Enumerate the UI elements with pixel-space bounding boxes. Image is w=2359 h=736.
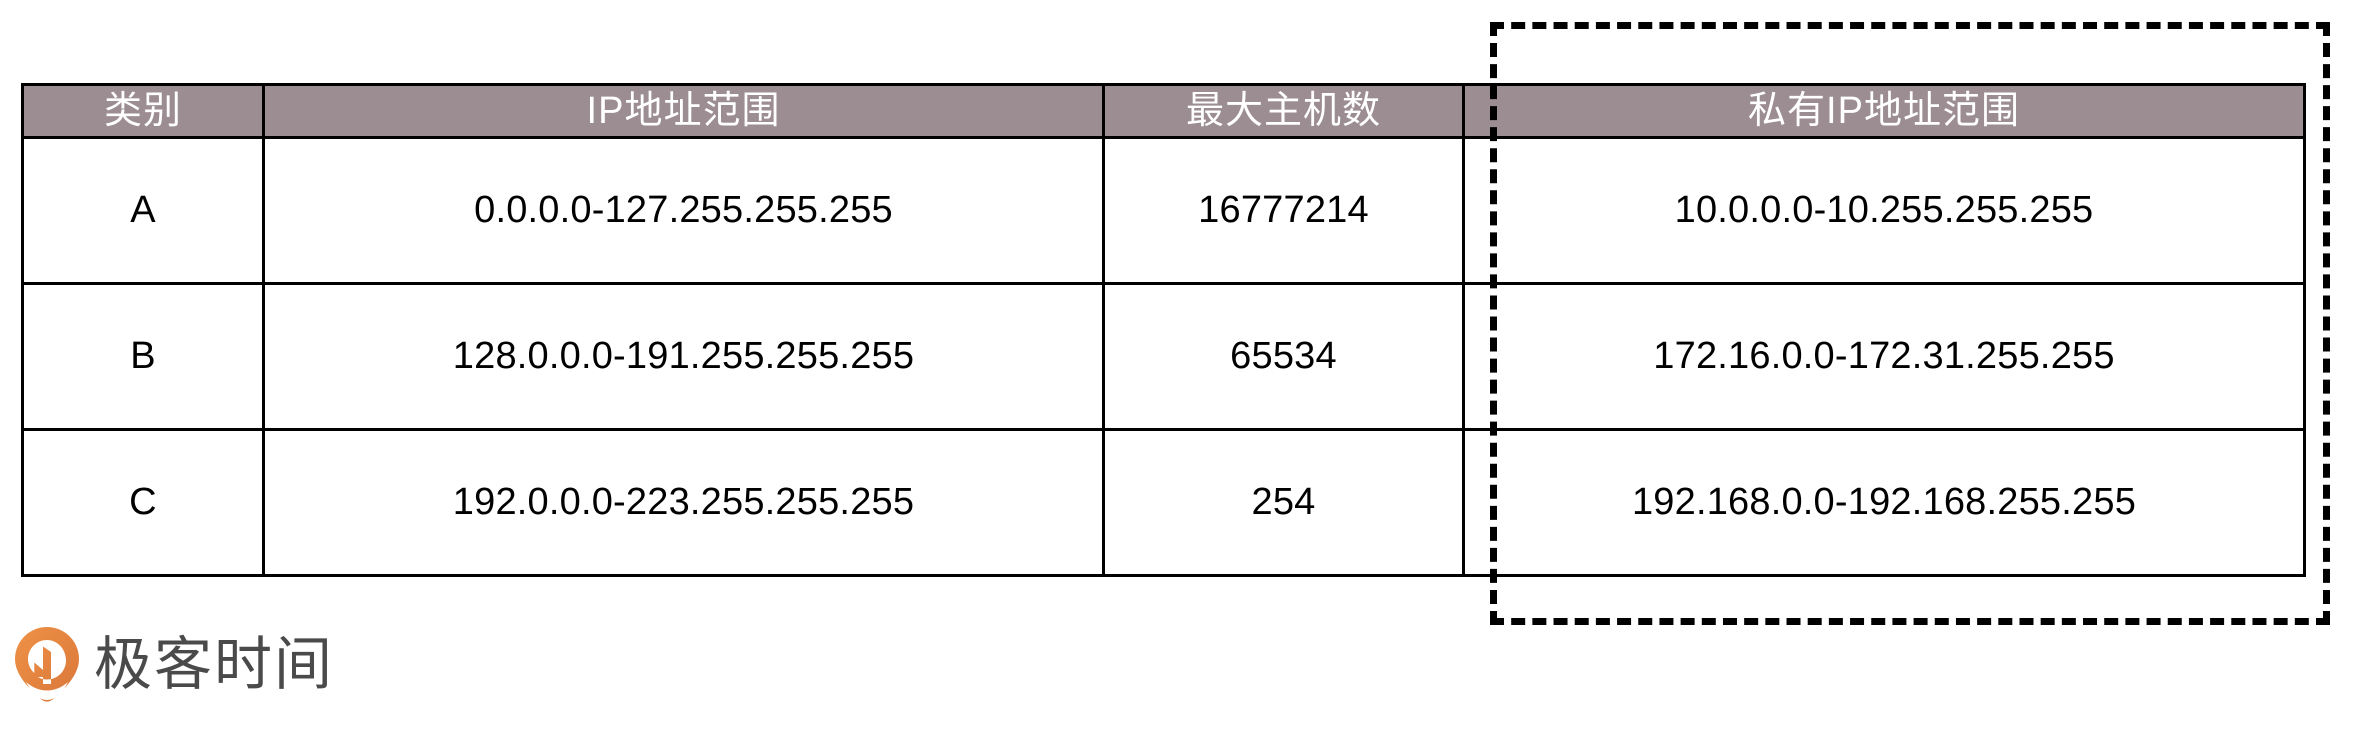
cell-max-hosts: 65534 — [1102, 282, 1465, 431]
table-row: B 128.0.0.0-191.255.255.255 65534 172.16… — [21, 282, 2306, 431]
cell-private-ip: 192.168.0.0-192.168.255.255 — [1462, 428, 2306, 577]
brand-wordmark: 极客时间 — [94, 630, 335, 698]
table-header-row: 类别 IP地址范围 最大主机数 私有IP地址范围 — [21, 83, 2306, 139]
geektime-pin-icon — [15, 627, 79, 702]
cell-class: C — [21, 428, 265, 577]
ip-class-table-container: 类别 IP地址范围 最大主机数 私有IP地址范围 A 0.0.0.0-127.2… — [21, 83, 2306, 577]
cell-private-ip: 172.16.0.0-172.31.255.255 — [1462, 282, 2306, 431]
cell-max-hosts: 16777214 — [1102, 136, 1465, 285]
column-header-private-ip: 私有IP地址范围 — [1462, 83, 2306, 139]
table-header: 类别 IP地址范围 最大主机数 私有IP地址范围 — [21, 83, 2306, 139]
cell-ip-range: 192.0.0.0-223.255.255.255 — [262, 428, 1105, 577]
cell-private-ip: 10.0.0.0-10.255.255.255 — [1462, 136, 2306, 285]
ip-class-table: 类别 IP地址范围 最大主机数 私有IP地址范围 A 0.0.0.0-127.2… — [21, 83, 2306, 577]
cell-max-hosts: 254 — [1102, 428, 1465, 577]
column-header-ip-range: IP地址范围 — [262, 83, 1105, 139]
table-body: A 0.0.0.0-127.255.255.255 16777214 10.0.… — [21, 136, 2306, 577]
column-header-max-hosts: 最大主机数 — [1102, 83, 1465, 139]
brand-logo: 极客时间 — [14, 618, 334, 710]
cell-class: A — [21, 136, 265, 285]
cell-class: B — [21, 282, 265, 431]
cell-ip-range: 0.0.0.0-127.255.255.255 — [262, 136, 1105, 285]
table-row: A 0.0.0.0-127.255.255.255 16777214 10.0.… — [21, 136, 2306, 285]
cell-ip-range: 128.0.0.0-191.255.255.255 — [262, 282, 1105, 431]
table-row: C 192.0.0.0-223.255.255.255 254 192.168.… — [21, 428, 2306, 577]
column-header-class: 类别 — [21, 83, 265, 139]
